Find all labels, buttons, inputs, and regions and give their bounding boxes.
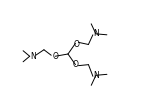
Text: O: O bbox=[72, 60, 78, 69]
Text: N: N bbox=[93, 71, 99, 80]
Text: N: N bbox=[30, 52, 36, 61]
Text: O: O bbox=[52, 52, 58, 61]
Text: O: O bbox=[74, 40, 79, 49]
Text: N: N bbox=[93, 29, 99, 38]
